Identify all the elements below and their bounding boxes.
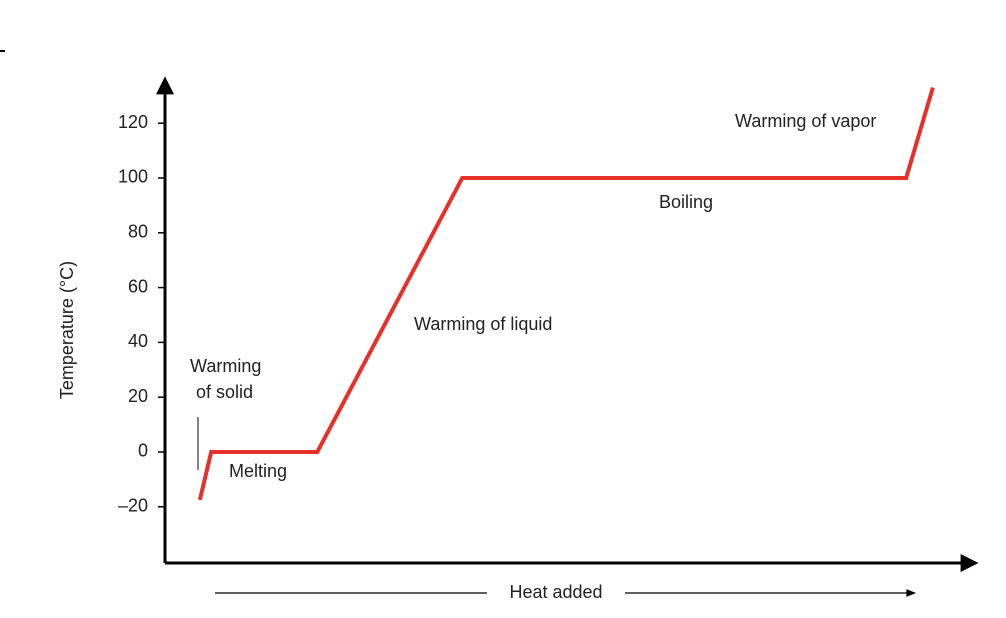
y-tick-label: –20	[118, 496, 148, 516]
annotation: Melting	[229, 461, 287, 481]
annotation: Warming of vapor	[735, 111, 876, 131]
y-axis-title: Temperature (°C)	[57, 261, 77, 399]
y-tick-label: 0	[138, 441, 148, 461]
y-tick-label: 80	[128, 222, 148, 242]
y-tick-label: 120	[118, 112, 148, 132]
x-axis-title: Heat added	[509, 582, 602, 602]
annotation: Boiling	[659, 192, 713, 212]
annotation: Warming of liquid	[414, 314, 552, 334]
series-line	[197, 86, 935, 501]
y-tick-label: 40	[128, 331, 148, 351]
y-tick-label: 20	[128, 386, 148, 406]
annotation: of solid	[196, 382, 253, 402]
y-tick-label: 60	[128, 276, 148, 296]
annotation: Warming	[190, 356, 261, 376]
y-tick-label: 100	[118, 167, 148, 187]
